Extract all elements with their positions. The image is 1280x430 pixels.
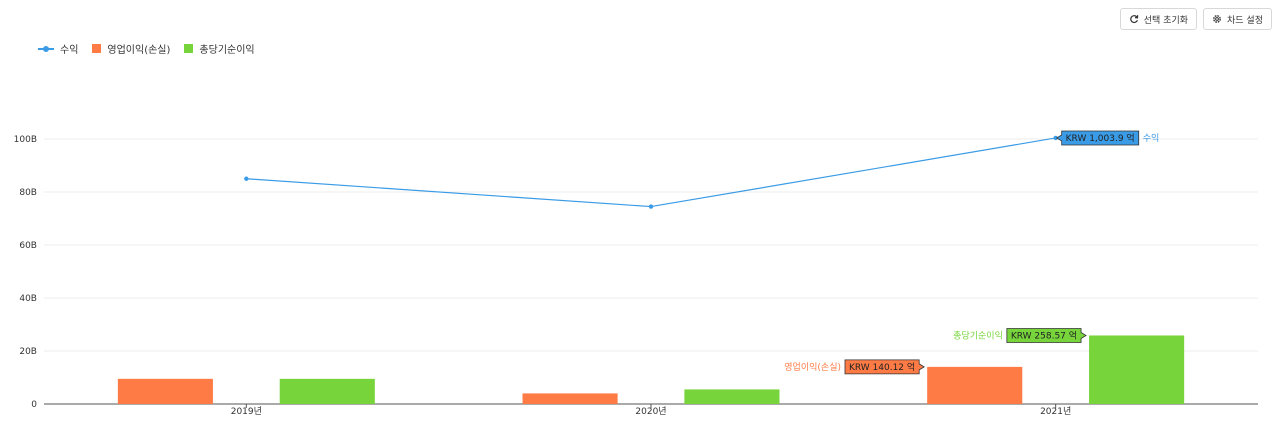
bar-operating-income bbox=[117, 378, 213, 404]
chart-toolbar: 선택 초기화 차드 설정 bbox=[1119, 8, 1272, 30]
line-revenue bbox=[246, 137, 1056, 208]
y-tick-label: 80B bbox=[19, 188, 37, 198]
y-tick-label: 60B bbox=[19, 241, 37, 251]
y-tick-label: 0 bbox=[31, 400, 37, 410]
data-label-value: KRW 1,003.9 억 bbox=[1066, 132, 1135, 144]
chart-legend: 수익 영업이익(손실) 총당기순이익 bbox=[38, 41, 255, 56]
reset-selection-button[interactable]: 선택 초기화 bbox=[1119, 8, 1198, 30]
bar-operating-income bbox=[522, 393, 618, 404]
data-label-net-income: KRW 258.57 억 총당기순이익 bbox=[953, 328, 1087, 343]
legend-line-marker bbox=[38, 45, 54, 52]
data-label-value: KRW 140.12 억 bbox=[849, 361, 915, 373]
data-label-revenue: KRW 1,003.9 억 수익 bbox=[1055, 130, 1160, 146]
legend-label-operating-income: 영업이익(손실) bbox=[107, 45, 171, 56]
point-revenue bbox=[244, 176, 249, 181]
legend-item-operating-income[interactable]: 영업이익(손실) bbox=[92, 41, 170, 56]
x-tick-label: 2019년 bbox=[231, 406, 262, 417]
data-label-series-name: 총당기순이익 bbox=[953, 329, 1003, 341]
chart-settings-label: 차드 설정 bbox=[1227, 15, 1263, 26]
point-revenue bbox=[1053, 135, 1058, 141]
data-label-series-name: 영업이익(손실) bbox=[784, 361, 841, 373]
legend-square-marker bbox=[92, 44, 102, 53]
legend-label-revenue: 수익 bbox=[60, 45, 79, 56]
y-tick-label: 100B bbox=[14, 135, 37, 145]
data-label-box bbox=[844, 359, 925, 375]
point-revenue bbox=[648, 204, 654, 209]
data-label-value: KRW 258.57 억 bbox=[1011, 329, 1077, 341]
data-label-series-name: 수익 bbox=[1143, 132, 1160, 144]
bar-net-income bbox=[684, 389, 780, 404]
data-label-box bbox=[1055, 130, 1140, 146]
reset-selection-label: 선택 초기화 bbox=[1143, 15, 1189, 26]
data-label-box bbox=[1006, 328, 1087, 343]
chart-settings-button[interactable]: 차드 설정 bbox=[1203, 8, 1272, 30]
x-tick-label: 2021년 bbox=[1040, 406, 1071, 417]
legend-item-net-income[interactable]: 총당기순이익 bbox=[184, 41, 255, 56]
x-tick-label: 2020년 bbox=[635, 406, 666, 417]
bar-net-income bbox=[279, 378, 375, 404]
legend-item-revenue[interactable]: 수익 bbox=[38, 41, 78, 56]
bar-operating-income bbox=[927, 366, 1023, 404]
data-label-operating-income: KRW 140.12 억 영업이익(손실) bbox=[784, 359, 925, 375]
y-tick-label: 40B bbox=[19, 294, 37, 304]
bar-net-income bbox=[1089, 335, 1185, 404]
gear-icon bbox=[1213, 15, 1221, 23]
legend-label-net-income: 총당기순이익 bbox=[199, 45, 255, 56]
y-tick-label: 20B bbox=[19, 347, 37, 357]
refresh-icon bbox=[1129, 15, 1138, 24]
legend-square-marker bbox=[184, 44, 194, 53]
